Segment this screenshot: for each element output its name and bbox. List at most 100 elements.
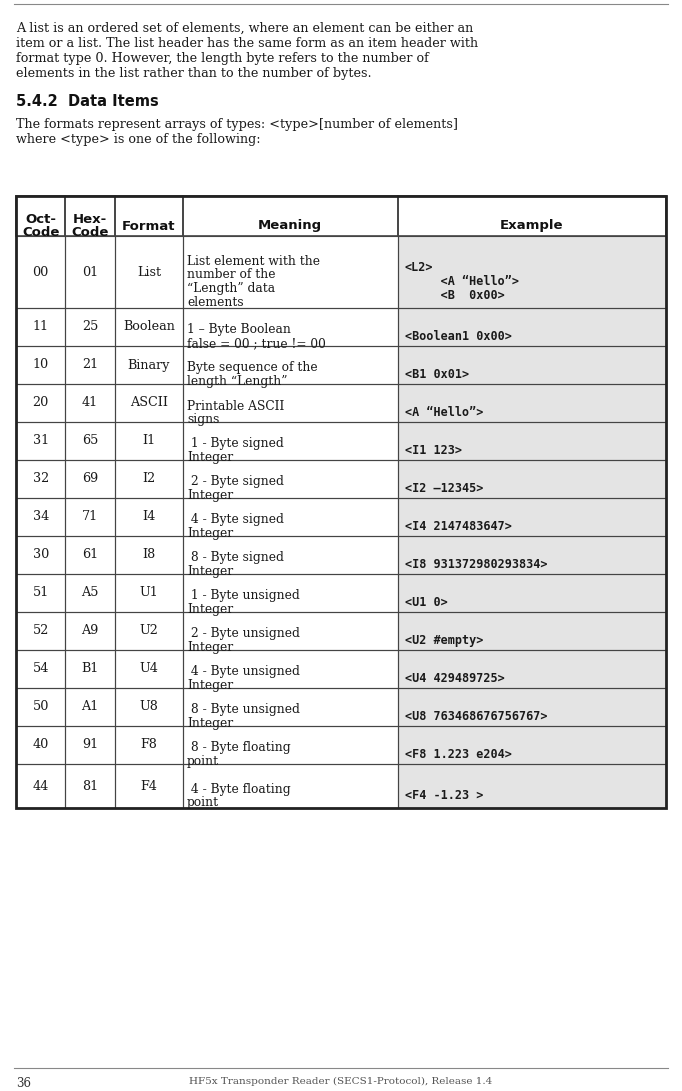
Bar xyxy=(183,497,398,536)
Text: I2: I2 xyxy=(143,472,155,485)
Bar xyxy=(16,346,65,384)
Text: U8: U8 xyxy=(140,700,158,714)
Bar xyxy=(183,308,398,346)
Bar xyxy=(16,612,65,650)
Bar xyxy=(398,764,666,808)
Text: Integer: Integer xyxy=(187,717,233,730)
Bar xyxy=(65,612,115,650)
Bar xyxy=(16,764,65,808)
Bar xyxy=(398,612,666,650)
Text: <U4 429489725>: <U4 429489725> xyxy=(404,672,504,685)
Bar xyxy=(65,460,115,497)
Bar xyxy=(65,384,115,422)
Bar xyxy=(16,422,65,460)
Text: 69: 69 xyxy=(82,472,98,485)
Bar xyxy=(16,650,65,688)
Text: Integer: Integer xyxy=(187,489,233,502)
Text: U1: U1 xyxy=(140,587,158,599)
Text: F4: F4 xyxy=(140,779,158,792)
Text: I1: I1 xyxy=(143,434,155,447)
Bar xyxy=(16,764,65,808)
Text: <L2>: <L2> xyxy=(404,261,433,274)
Bar xyxy=(183,574,398,612)
Bar xyxy=(115,308,183,346)
Bar xyxy=(183,650,398,688)
Bar xyxy=(398,346,666,384)
Text: 10: 10 xyxy=(33,359,48,372)
Text: Integer: Integer xyxy=(187,679,233,692)
Bar xyxy=(398,574,666,612)
Bar xyxy=(16,574,65,612)
Bar xyxy=(65,384,115,422)
Bar xyxy=(65,726,115,764)
Bar xyxy=(398,497,666,536)
Text: “Length” data: “Length” data xyxy=(187,281,275,295)
Bar xyxy=(65,497,115,536)
Bar xyxy=(115,688,183,726)
Bar xyxy=(115,612,183,650)
Bar xyxy=(115,422,183,460)
Bar xyxy=(183,688,398,726)
Text: 21: 21 xyxy=(82,359,98,372)
Bar xyxy=(65,236,115,308)
Bar xyxy=(115,726,183,764)
Bar xyxy=(65,460,115,497)
Text: HF5x Transponder Reader (SECS1-Protocol), Release 1.4: HF5x Transponder Reader (SECS1-Protocol)… xyxy=(190,1077,492,1087)
Bar xyxy=(65,764,115,808)
Text: Format: Format xyxy=(122,219,176,232)
Text: where <type> is one of the following:: where <type> is one of the following: xyxy=(16,133,261,146)
Bar xyxy=(398,650,666,688)
Text: Example: Example xyxy=(500,219,563,232)
Text: ASCII: ASCII xyxy=(130,396,168,409)
Bar xyxy=(115,346,183,384)
Bar xyxy=(65,574,115,612)
Text: 44: 44 xyxy=(33,779,49,792)
Bar xyxy=(183,497,398,536)
Bar xyxy=(398,308,666,346)
Bar xyxy=(183,422,398,460)
Text: List: List xyxy=(137,265,161,278)
Bar xyxy=(115,346,183,384)
Bar xyxy=(398,236,666,308)
Text: Binary: Binary xyxy=(128,359,170,372)
Text: Code: Code xyxy=(72,226,109,239)
Bar xyxy=(65,650,115,688)
Bar xyxy=(115,460,183,497)
Text: 8 - Byte signed: 8 - Byte signed xyxy=(187,551,284,564)
Text: <A “Hello”>: <A “Hello”> xyxy=(404,406,483,419)
Text: <U8 763468676756767>: <U8 763468676756767> xyxy=(404,710,547,723)
Bar xyxy=(183,764,398,808)
Bar xyxy=(115,384,183,422)
Bar xyxy=(16,384,65,422)
Text: <A “Hello”>: <A “Hello”> xyxy=(404,275,518,288)
Bar xyxy=(16,346,65,384)
Text: <U2 #empty>: <U2 #empty> xyxy=(404,634,483,647)
Text: Integer: Integer xyxy=(187,451,233,464)
Bar xyxy=(183,346,398,384)
Bar xyxy=(115,764,183,808)
Text: false = 00 ; true != 00: false = 00 ; true != 00 xyxy=(187,337,326,350)
Text: 41: 41 xyxy=(82,396,98,409)
Text: 54: 54 xyxy=(33,662,49,675)
Bar xyxy=(115,236,183,308)
Text: 00: 00 xyxy=(33,265,49,278)
Text: Byte sequence of the: Byte sequence of the xyxy=(187,361,318,374)
Bar xyxy=(16,196,666,808)
Text: Integer: Integer xyxy=(187,527,233,540)
Text: 30: 30 xyxy=(33,549,49,562)
Text: 4 - Byte signed: 4 - Byte signed xyxy=(187,514,284,527)
Bar xyxy=(398,497,666,536)
Bar xyxy=(183,650,398,688)
Text: A9: A9 xyxy=(81,624,99,637)
Text: <Boolean1 0x00>: <Boolean1 0x00> xyxy=(404,329,512,343)
Bar xyxy=(398,308,666,346)
Bar xyxy=(65,236,115,308)
Bar xyxy=(65,764,115,808)
Text: Integer: Integer xyxy=(187,603,233,616)
Bar xyxy=(398,650,666,688)
Bar xyxy=(115,764,183,808)
Text: 25: 25 xyxy=(82,321,98,334)
Text: 8 - Byte floating: 8 - Byte floating xyxy=(187,742,291,755)
Text: 8 - Byte unsigned: 8 - Byte unsigned xyxy=(187,704,300,717)
Bar xyxy=(183,346,398,384)
